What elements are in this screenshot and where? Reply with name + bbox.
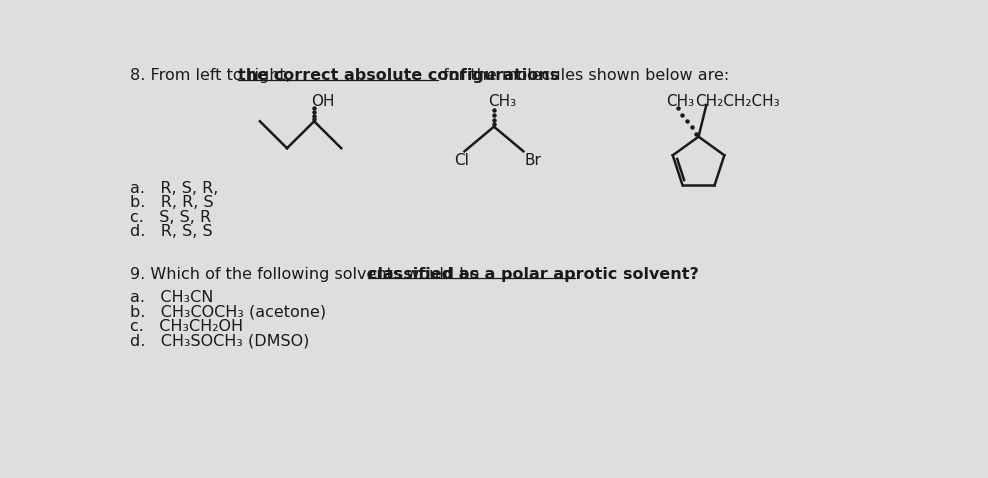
Text: CH₃: CH₃: [488, 94, 516, 109]
Text: c.   S, S, R: c. S, S, R: [129, 210, 210, 225]
Text: classified as a polar aprotic solvent?: classified as a polar aprotic solvent?: [368, 267, 699, 282]
Text: CH₃: CH₃: [666, 94, 695, 109]
Text: d.   R, S, S: d. R, S, S: [129, 225, 212, 239]
Text: for the molecules shown below are:: for the molecules shown below are:: [438, 68, 729, 83]
Text: d.   CH₃SOCH₃ (DMSO): d. CH₃SOCH₃ (DMSO): [129, 334, 309, 349]
Text: 9. Which of the following solvents would be: 9. Which of the following solvents would…: [129, 267, 484, 282]
Text: the correct absolute configurations: the correct absolute configurations: [238, 68, 559, 83]
Text: a.   R, S, R,: a. R, S, R,: [129, 181, 218, 196]
Text: Br: Br: [525, 153, 541, 168]
Text: OH: OH: [311, 94, 335, 109]
Text: 8. From left to right,: 8. From left to right,: [129, 68, 295, 83]
Text: Cl: Cl: [453, 153, 468, 168]
Text: c.   CH₃CH₂OH: c. CH₃CH₂OH: [129, 319, 243, 334]
Text: b.   CH₃COCH₃ (acetone): b. CH₃COCH₃ (acetone): [129, 304, 326, 319]
Text: CH₂CH₂CH₃: CH₂CH₂CH₃: [696, 94, 781, 109]
Text: a.   CH₃CN: a. CH₃CN: [129, 290, 213, 305]
Text: b.   R, R, S: b. R, R, S: [129, 195, 213, 210]
